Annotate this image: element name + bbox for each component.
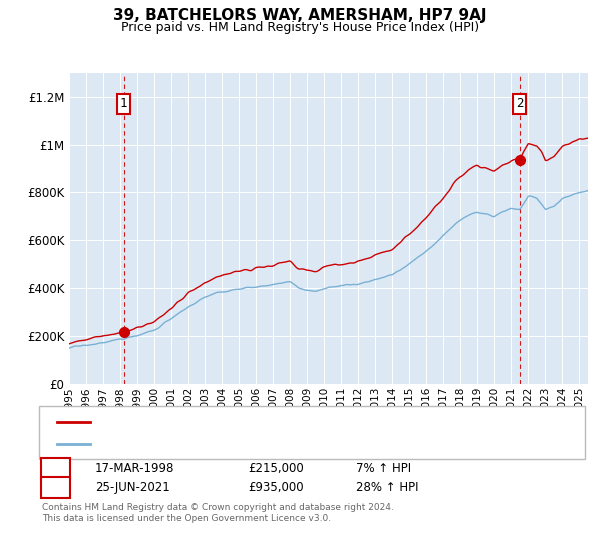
Text: 17-MAR-1998: 17-MAR-1998	[95, 462, 174, 475]
Text: £215,000: £215,000	[248, 462, 304, 475]
Text: 39, BATCHELORS WAY, AMERSHAM, HP7 9AJ (detached house): 39, BATCHELORS WAY, AMERSHAM, HP7 9AJ (d…	[96, 417, 442, 427]
Text: 2: 2	[516, 97, 523, 110]
Text: 25-JUN-2021: 25-JUN-2021	[95, 481, 170, 494]
Text: £935,000: £935,000	[248, 481, 304, 494]
Text: 1: 1	[120, 97, 127, 110]
Text: Price paid vs. HM Land Registry's House Price Index (HPI): Price paid vs. HM Land Registry's House …	[121, 21, 479, 34]
Text: 7% ↑ HPI: 7% ↑ HPI	[356, 462, 411, 475]
Text: 39, BATCHELORS WAY, AMERSHAM, HP7 9AJ: 39, BATCHELORS WAY, AMERSHAM, HP7 9AJ	[113, 8, 487, 24]
Text: 28% ↑ HPI: 28% ↑ HPI	[356, 481, 418, 494]
Text: 2: 2	[52, 481, 59, 494]
Text: Contains HM Land Registry data © Crown copyright and database right 2024.
This d: Contains HM Land Registry data © Crown c…	[42, 503, 394, 523]
Text: 1: 1	[52, 462, 59, 475]
Text: HPI: Average price, detached house, Buckinghamshire: HPI: Average price, detached house, Buck…	[96, 438, 399, 449]
